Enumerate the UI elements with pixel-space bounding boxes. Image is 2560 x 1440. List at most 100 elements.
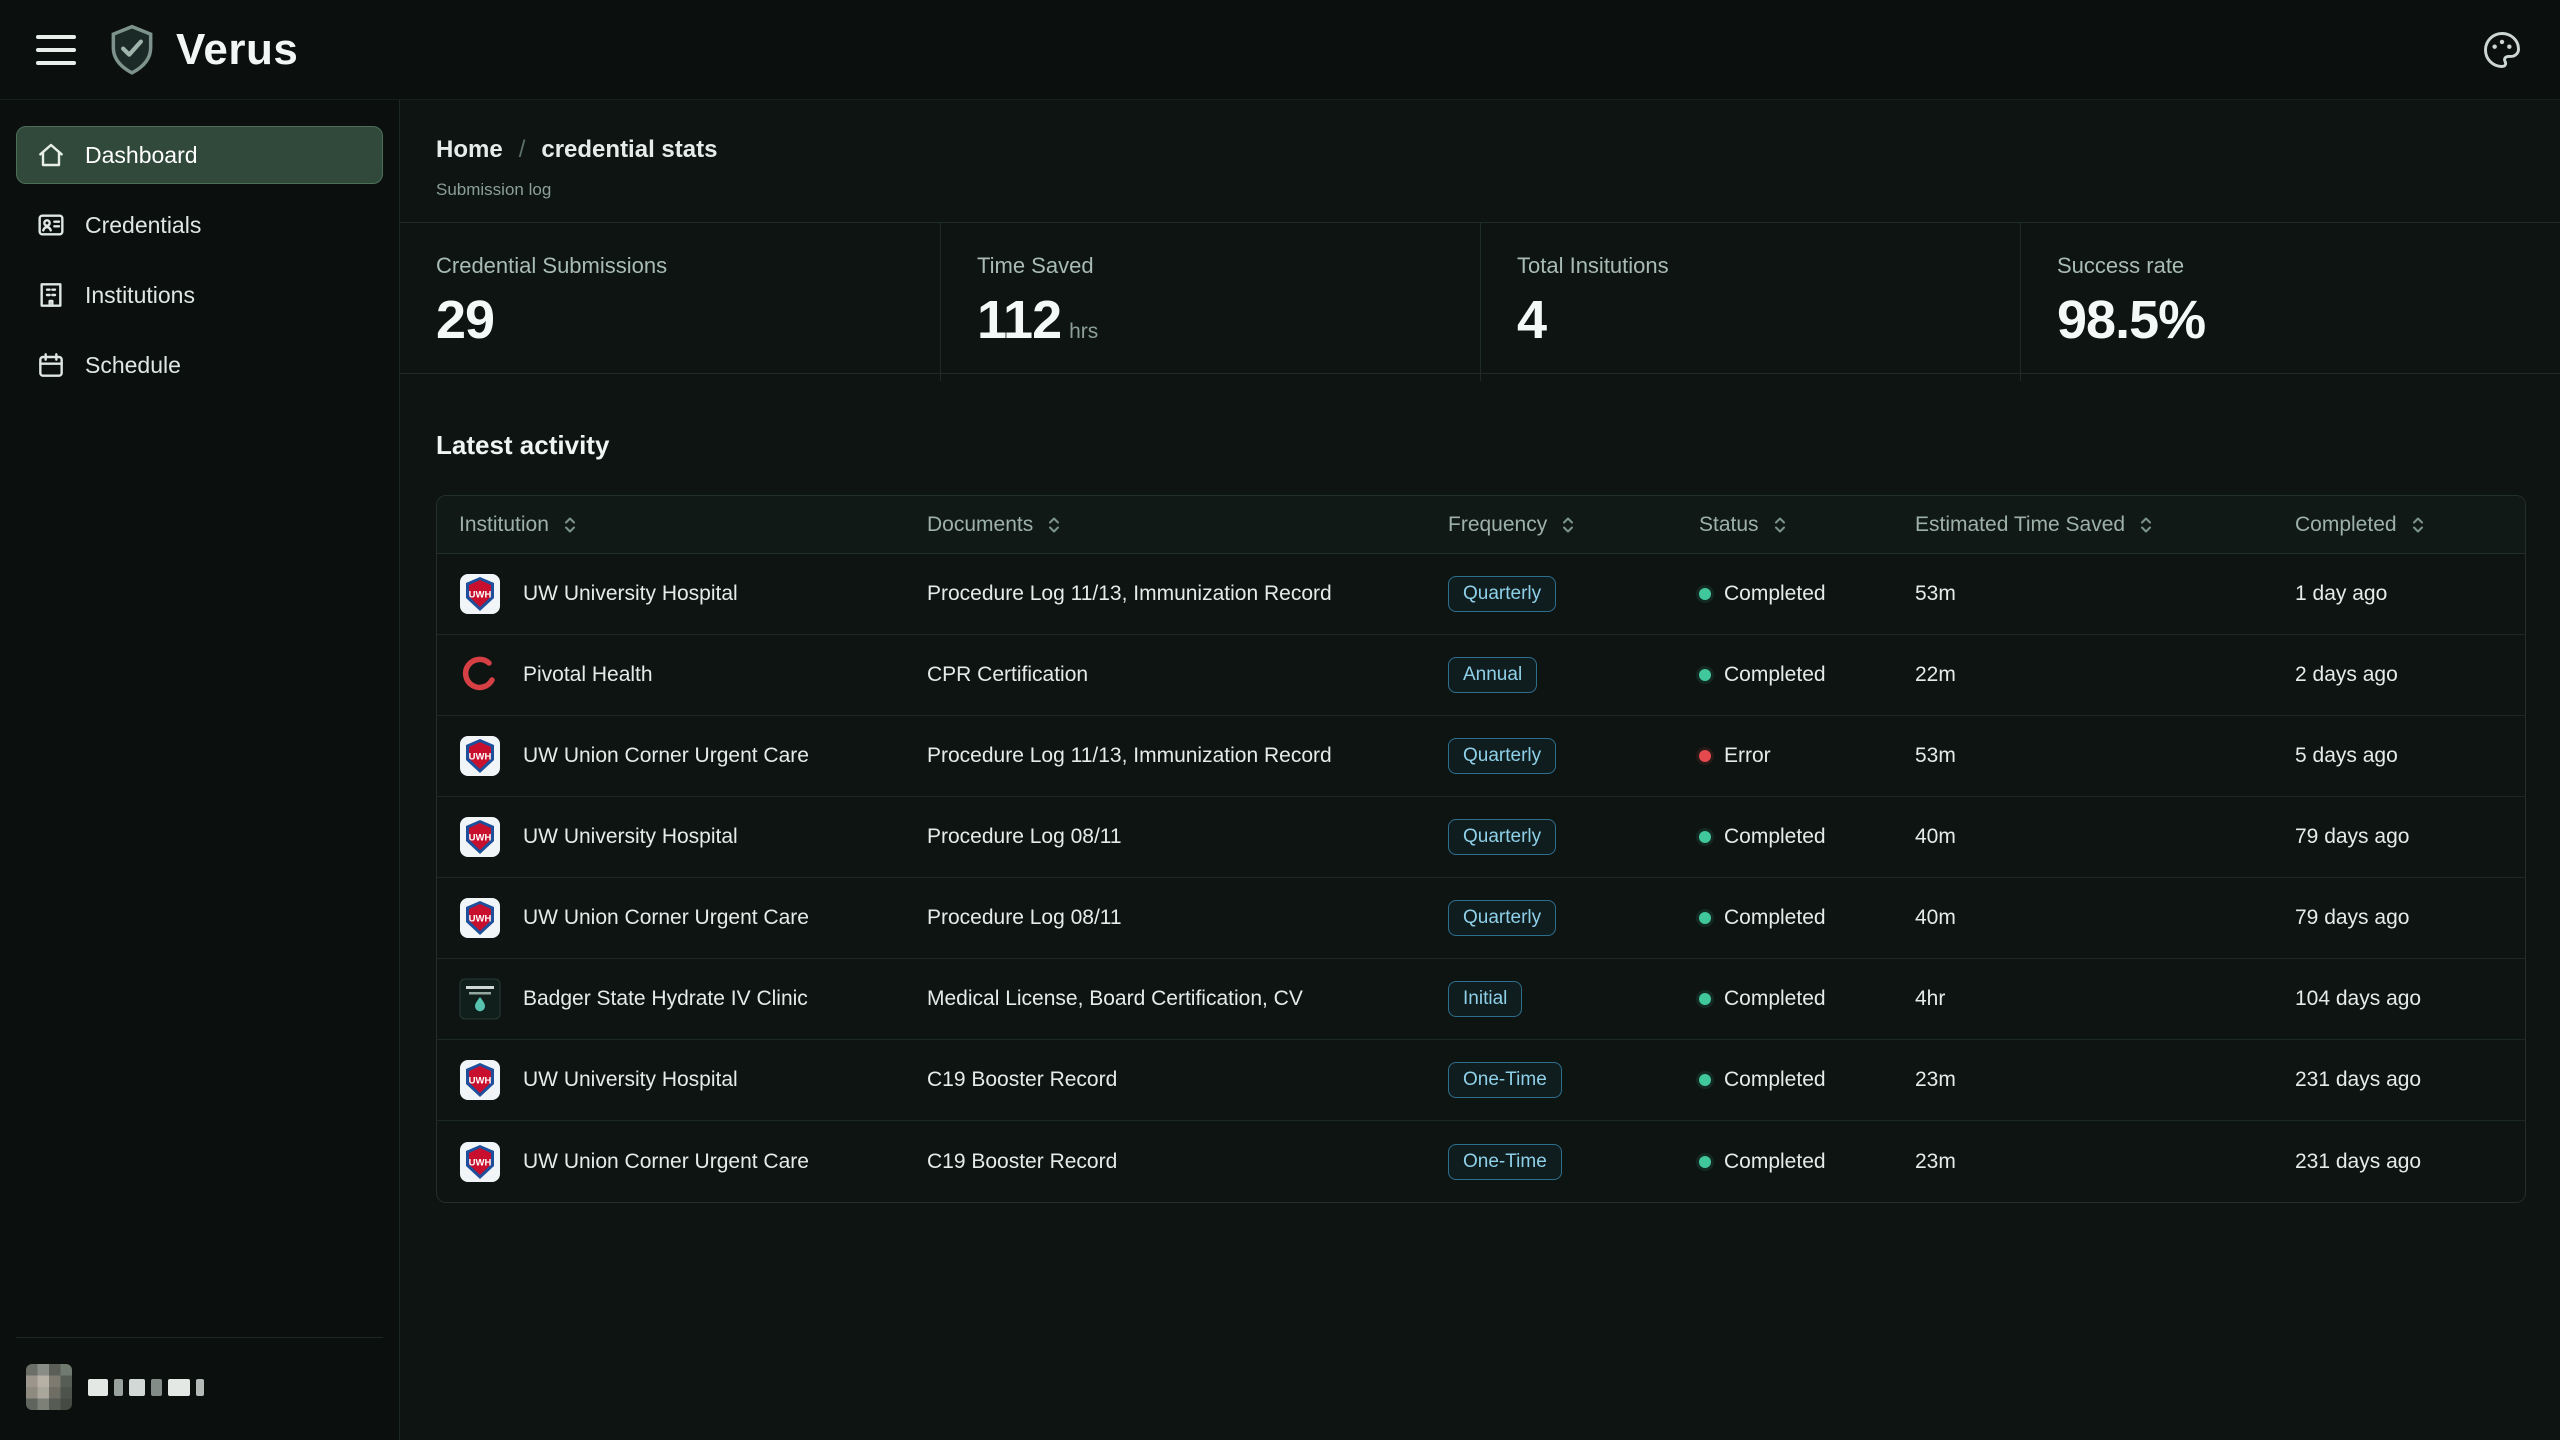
stat-label: Success rate	[2057, 253, 2524, 279]
activity-table: Institution Documents Frequency Status	[436, 495, 2526, 1203]
column-header-frequency[interactable]: Frequency	[1448, 513, 1699, 537]
sidebar-item-dashboard[interactable]: Dashboard	[16, 126, 383, 184]
app-title: Verus	[176, 25, 298, 75]
table-row[interactable]: Pivotal Health CPR Certification Annual …	[437, 635, 2525, 716]
table-row[interactable]: Badger State Hydrate IV Clinic Medical L…	[437, 959, 2525, 1040]
institution-name: UW Union Corner Urgent Care	[523, 906, 809, 930]
stat-suffix: hrs	[1069, 320, 1098, 343]
table-row[interactable]: UWH UW University Hospital Procedure Log…	[437, 554, 2525, 635]
sidebar-item-credentials[interactable]: Credentials	[16, 196, 383, 254]
table-row[interactable]: UWH UW University Hospital C19 Booster R…	[437, 1040, 2525, 1121]
sort-chevrons-icon[interactable]	[1043, 514, 1065, 536]
brand: Verus	[104, 22, 298, 78]
table-header-row: Institution Documents Frequency Status	[437, 496, 2525, 554]
svg-text:UWH: UWH	[469, 590, 492, 601]
time-saved-cell: 23m	[1915, 1150, 2295, 1174]
status-dot	[1699, 1074, 1711, 1086]
completed-cell: 2 days ago	[2295, 663, 2503, 687]
completed-cell: 79 days ago	[2295, 906, 2503, 930]
completed-cell: 231 days ago	[2295, 1068, 2503, 1092]
institution-name: UW University Hospital	[523, 825, 738, 849]
time-saved-cell: 40m	[1915, 906, 2295, 930]
breadcrumb-home-link[interactable]: Home	[436, 136, 503, 164]
stat-label: Credential Submissions	[436, 253, 904, 279]
badger-state-logo	[459, 978, 501, 1020]
documents-cell: Procedure Log 08/11	[927, 825, 1448, 849]
time-saved-cell: 23m	[1915, 1068, 2295, 1092]
documents-cell: Procedure Log 11/13, Immunization Record	[927, 744, 1448, 768]
column-header-completed[interactable]: Completed	[2295, 513, 2503, 537]
column-header-status[interactable]: Status	[1699, 513, 1915, 537]
status-label: Completed	[1724, 906, 1826, 930]
stat-value: 4	[1517, 289, 1984, 351]
column-header-institution[interactable]: Institution	[459, 513, 927, 537]
status-dot	[1699, 993, 1711, 1005]
completed-cell: 231 days ago	[2295, 1150, 2503, 1174]
status-label: Completed	[1724, 1068, 1826, 1092]
stat-value: 98.5%	[2057, 289, 2524, 351]
status-label: Completed	[1724, 987, 1826, 1011]
home-icon	[35, 139, 67, 171]
table-row[interactable]: UWH UW Union Corner Urgent Care C19 Boos…	[437, 1121, 2525, 1202]
top-bar: Verus	[0, 0, 2560, 100]
stat-value: 112hrs	[977, 289, 1444, 351]
sidebar-item-label: Dashboard	[85, 142, 198, 169]
sort-chevrons-icon[interactable]	[1557, 514, 1579, 536]
institution-name: Badger State Hydrate IV Clinic	[523, 987, 808, 1011]
column-header-documents[interactable]: Documents	[927, 513, 1448, 537]
frequency-badge: Annual	[1448, 657, 1537, 693]
user-profile[interactable]	[16, 1337, 383, 1410]
sidebar-item-schedule[interactable]: Schedule	[16, 336, 383, 394]
time-saved-cell: 53m	[1915, 582, 2295, 606]
sidebar-item-institutions[interactable]: Institutions	[16, 266, 383, 324]
completed-cell: 104 days ago	[2295, 987, 2503, 1011]
latest-activity-title: Latest activity	[436, 430, 2526, 461]
completed-cell: 1 day ago	[2295, 582, 2503, 606]
status-label: Completed	[1724, 663, 1826, 687]
documents-cell: Procedure Log 08/11	[927, 906, 1448, 930]
table-row[interactable]: UWH UW University Hospital Procedure Log…	[437, 797, 2525, 878]
user-name-redacted	[88, 1379, 204, 1396]
sort-chevrons-icon[interactable]	[2135, 514, 2157, 536]
frequency-badge: Quarterly	[1448, 819, 1556, 855]
documents-cell: Procedure Log 11/13, Immunization Record	[927, 582, 1448, 606]
institution-name: Pivotal Health	[523, 663, 653, 687]
status-label: Error	[1724, 744, 1771, 768]
svg-text:UWH: UWH	[469, 1157, 492, 1168]
status-dot	[1699, 750, 1711, 762]
svg-text:UWH: UWH	[469, 752, 492, 763]
frequency-badge: Quarterly	[1448, 576, 1556, 612]
documents-cell: C19 Booster Record	[927, 1150, 1448, 1174]
sidebar-item-label: Institutions	[85, 282, 195, 309]
sidebar-item-label: Schedule	[85, 352, 181, 379]
stat-label: Total Insitutions	[1517, 253, 1984, 279]
status-label: Completed	[1724, 825, 1826, 849]
breadcrumb: Home / credential stats	[436, 136, 2524, 164]
status-dot	[1699, 588, 1711, 600]
svg-text:UWH: UWH	[469, 914, 492, 925]
status-dot	[1699, 912, 1711, 924]
uwh-logo: UWH	[459, 1059, 501, 1101]
institution-name: UW Union Corner Urgent Care	[523, 744, 809, 768]
time-saved-cell: 22m	[1915, 663, 2295, 687]
shield-check-logo	[104, 22, 160, 78]
status-dot	[1699, 831, 1711, 843]
stat-value: 29	[436, 289, 904, 351]
sort-chevrons-icon[interactable]	[1769, 514, 1791, 536]
table-row[interactable]: UWH UW Union Corner Urgent Care Procedur…	[437, 878, 2525, 959]
frequency-badge: One-Time	[1448, 1062, 1562, 1098]
sidebar-item-label: Credentials	[85, 212, 201, 239]
uwh-logo: UWH	[459, 1141, 501, 1183]
column-header-estimated-time-saved[interactable]: Estimated Time Saved	[1915, 513, 2295, 537]
hamburger-menu-icon[interactable]	[36, 35, 76, 65]
main-content: Home / credential stats Submission log C…	[400, 100, 2560, 1440]
sort-chevrons-icon[interactable]	[559, 514, 581, 536]
svg-text:UWH: UWH	[469, 833, 492, 844]
table-row[interactable]: UWH UW Union Corner Urgent Care Procedur…	[437, 716, 2525, 797]
sidebar: Dashboard Credentials Institutions Sched…	[0, 100, 400, 1440]
palette-icon[interactable]	[2480, 28, 2524, 72]
building-icon	[35, 279, 67, 311]
breadcrumb-current: credential stats	[541, 136, 717, 164]
stat-label: Time Saved	[977, 253, 1444, 279]
sort-chevrons-icon[interactable]	[2407, 514, 2429, 536]
